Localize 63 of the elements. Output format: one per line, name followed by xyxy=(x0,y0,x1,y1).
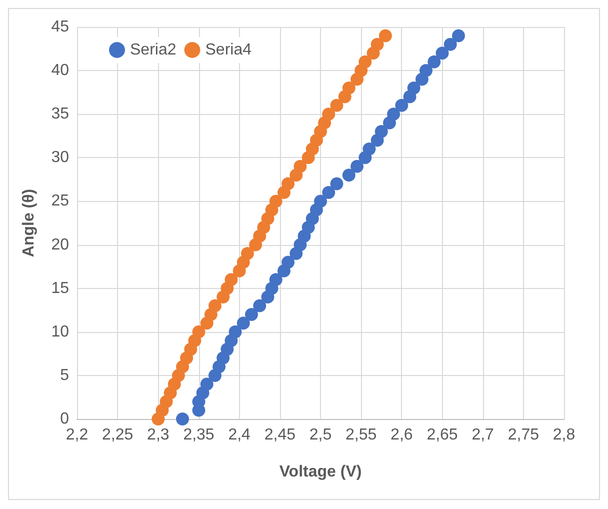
x-tick-label: 2,35 xyxy=(183,426,214,444)
y-tick-label: 45 xyxy=(51,18,70,36)
y-tick-label: 5 xyxy=(60,366,70,384)
x-tick-label: 2,5 xyxy=(309,426,332,444)
x-tick-label: 2,7 xyxy=(472,426,494,444)
y-tick-label: 25 xyxy=(51,192,70,210)
y-tick-label: 10 xyxy=(51,323,70,340)
point xyxy=(387,108,400,121)
point xyxy=(176,412,190,426)
x-tick-label: 2,55 xyxy=(346,426,377,444)
y-tick-label: 30 xyxy=(51,149,70,166)
point xyxy=(269,194,282,208)
point xyxy=(282,177,295,190)
point xyxy=(374,125,388,138)
y-tick-label: 20 xyxy=(51,236,70,254)
point xyxy=(314,194,327,208)
point xyxy=(395,98,408,112)
x-tick-label: 2,4 xyxy=(228,426,251,444)
point xyxy=(358,55,372,68)
y-tick-label: 15 xyxy=(51,280,70,297)
y-tick-label: 40 xyxy=(51,62,70,80)
legend-label: Seria2 xyxy=(130,42,176,58)
point xyxy=(378,29,392,42)
point xyxy=(452,29,465,42)
point xyxy=(407,81,420,94)
x-tick-label: 2,45 xyxy=(264,426,296,444)
point xyxy=(253,299,266,312)
point xyxy=(370,38,384,51)
point xyxy=(245,308,258,321)
point xyxy=(294,160,307,173)
point xyxy=(322,186,336,200)
point xyxy=(444,38,457,51)
point xyxy=(192,325,206,338)
legend-label: Seria4 xyxy=(205,42,252,58)
point xyxy=(350,160,364,173)
point xyxy=(208,299,222,312)
y-tick-label: 0 xyxy=(60,410,70,428)
point xyxy=(362,142,376,156)
point xyxy=(342,168,356,182)
point xyxy=(269,273,282,286)
x-tick-label: 2,25 xyxy=(102,426,134,444)
x-tick-label: 2,3 xyxy=(147,426,170,444)
x-tick-label: 2,75 xyxy=(508,426,540,444)
x-tick-label: 2,65 xyxy=(426,426,458,444)
x-tick-label: 2,8 xyxy=(552,426,576,444)
y-tick-label: 35 xyxy=(51,106,70,123)
point xyxy=(342,81,356,94)
point xyxy=(240,246,254,260)
point xyxy=(428,55,441,68)
point xyxy=(224,273,238,286)
x-tick-label: 2,6 xyxy=(390,426,413,444)
point xyxy=(436,46,449,60)
point xyxy=(322,108,336,121)
y-axis-title: Angle (θ) xyxy=(20,188,38,258)
point xyxy=(420,64,433,78)
point xyxy=(236,316,250,330)
x-axis-title: Voltage (V) xyxy=(279,464,362,480)
point xyxy=(200,378,214,391)
point xyxy=(330,177,344,190)
x-tick-label: 2,2 xyxy=(66,426,88,444)
point xyxy=(282,256,295,269)
point xyxy=(228,325,242,338)
point xyxy=(330,98,344,112)
